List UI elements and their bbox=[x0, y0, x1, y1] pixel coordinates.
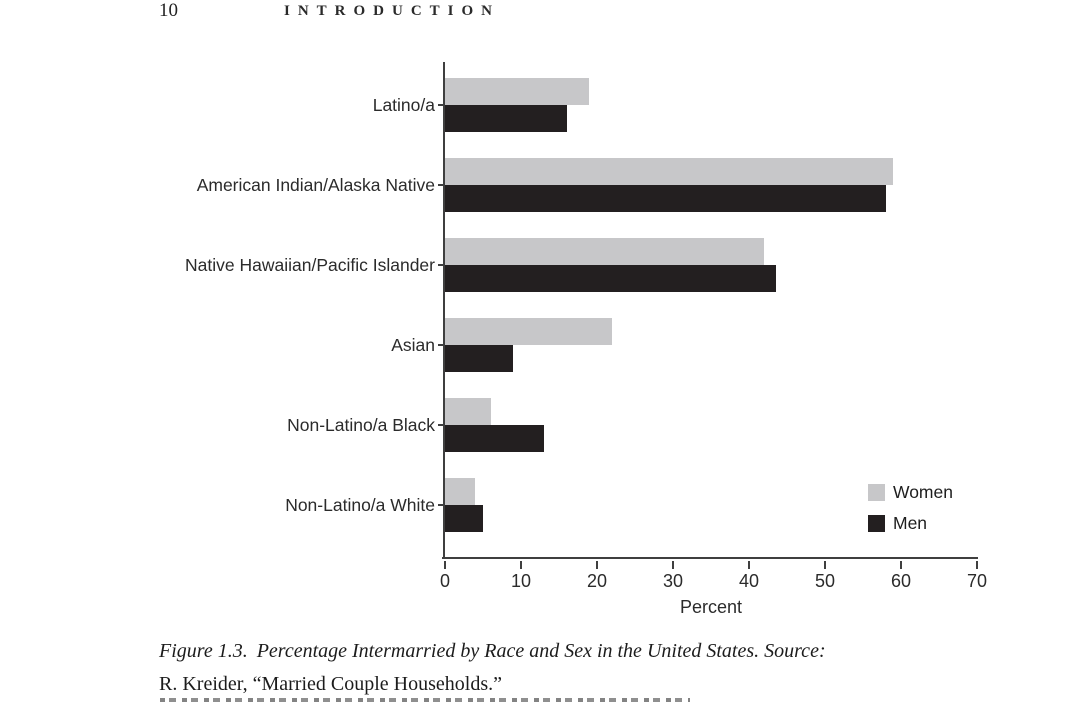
x-tick-label: 60 bbox=[890, 571, 912, 591]
y-category-tick bbox=[438, 344, 443, 346]
legend-label-women: Women bbox=[893, 482, 953, 502]
x-tick bbox=[976, 561, 978, 569]
y-category-tick bbox=[438, 264, 443, 266]
bar-men bbox=[445, 505, 483, 532]
x-tick-label: 50 bbox=[814, 571, 836, 591]
category-label: American Indian/Alaska Native bbox=[196, 175, 435, 195]
x-axis-title: Percent bbox=[679, 597, 743, 617]
bar-men bbox=[445, 105, 567, 132]
category-axis-labels: Latino/a American Indian/Alaska Native Nat… bbox=[130, 62, 435, 557]
y-axis-line bbox=[443, 62, 445, 559]
caption-title: Percentage Intermarried by Race and Sex … bbox=[256, 640, 826, 662]
legend-entry-men: Men bbox=[868, 513, 953, 534]
chart-legend: Women Men bbox=[868, 482, 953, 544]
plot-area: Percent 0 10 20 30 40 50 60 70 bbox=[438, 62, 987, 617]
men-swatch-icon bbox=[868, 515, 885, 532]
x-tick bbox=[596, 561, 598, 569]
category-label: Non-Latino/a White bbox=[285, 495, 435, 515]
x-tick bbox=[520, 561, 522, 569]
x-tick-label: 70 bbox=[966, 571, 988, 591]
legend-entry-women: Women bbox=[868, 482, 953, 503]
bar-women bbox=[445, 158, 894, 185]
x-tick-label: 30 bbox=[662, 571, 684, 591]
caption-figure-label: Figure 1.3. bbox=[159, 640, 248, 662]
caption-source-line: R. Kreider, “Married Couple Households.” bbox=[159, 673, 502, 695]
women-swatch-icon bbox=[868, 484, 885, 501]
x-axis-line bbox=[442, 557, 978, 559]
figure-caption: Figure 1.3. Percentage Intermarried by Ra… bbox=[159, 635, 959, 701]
caption-line-1: Figure 1.3. Percentage Intermarried by Ra… bbox=[159, 635, 959, 668]
bar-men bbox=[445, 425, 544, 452]
x-tick-label: 20 bbox=[586, 571, 608, 591]
category-label: Asian bbox=[391, 335, 435, 355]
bar-men bbox=[445, 345, 514, 372]
bar-women bbox=[445, 478, 476, 505]
x-tick-label: 0 bbox=[439, 571, 451, 591]
x-tick bbox=[748, 561, 750, 569]
y-category-tick bbox=[438, 104, 443, 106]
y-category-tick bbox=[438, 504, 443, 506]
page-number: 10 bbox=[159, 0, 178, 21]
y-category-tick bbox=[438, 184, 443, 186]
category-label: Native Hawaiian/Pacific Islander bbox=[185, 255, 435, 275]
x-tick bbox=[824, 561, 826, 569]
y-category-tick bbox=[438, 424, 443, 426]
clipped-text-line bbox=[160, 698, 690, 702]
bar-women bbox=[445, 398, 491, 425]
running-head: INTRODUCTION bbox=[284, 3, 501, 19]
x-tick bbox=[444, 561, 446, 569]
bar-women bbox=[445, 238, 765, 265]
category-label: Latino/a bbox=[372, 95, 435, 115]
x-tick-label: 40 bbox=[738, 571, 760, 591]
bar-men bbox=[445, 265, 776, 292]
bar-women bbox=[445, 78, 590, 105]
bar-women bbox=[445, 318, 613, 345]
x-tick bbox=[900, 561, 902, 569]
category-label: Non-Latino/a Black bbox=[287, 415, 435, 435]
x-tick-label: 10 bbox=[510, 571, 532, 591]
x-tick bbox=[672, 561, 674, 569]
legend-label-men: Men bbox=[893, 513, 928, 533]
bar-men bbox=[445, 185, 886, 212]
